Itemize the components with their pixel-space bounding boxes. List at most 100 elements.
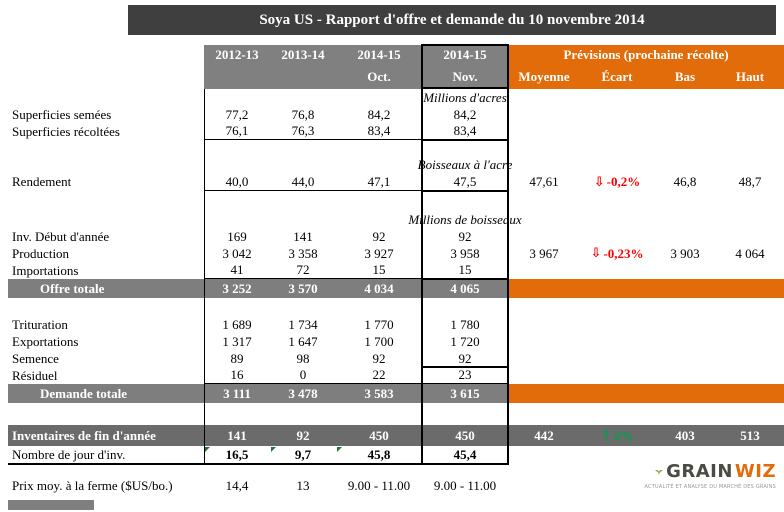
table-row: Semence 89 98 92 92 — [8, 350, 784, 367]
prev-haut-cell: 4 064 — [716, 245, 784, 262]
value-cell: 45,8 — [336, 446, 422, 465]
table-row: Rendement 40,0 44,0 47,1 47,5 47,61 ⇩ -0,2% 46,8… — [8, 173, 784, 191]
row-label: Demande totale — [8, 384, 204, 403]
prev-empty-cell — [716, 279, 784, 298]
col-header-2014-15-oct-year: 2014-15 — [336, 45, 422, 65]
prev-moyenne: 3 967 — [529, 245, 559, 261]
row-label: Trituration — [12, 316, 68, 332]
value-text: 14,4 — [225, 477, 249, 493]
empty-cell — [336, 156, 422, 173]
prev-empty-cell — [654, 279, 716, 298]
value-text: 3 583 — [364, 385, 394, 401]
value-cell: 15 — [422, 262, 508, 279]
prev-empty-cell — [716, 106, 784, 123]
value-cell: 141 — [270, 228, 336, 245]
table-row: Trituration 1 689 1 734 1 770 1 780 — [8, 316, 784, 333]
value-text: 16,5 — [225, 446, 249, 462]
prev-moyenne: 442 — [534, 427, 554, 443]
sprout-icon — [655, 469, 664, 476]
prev-empty-cell — [580, 228, 654, 245]
value-cell: 141 — [204, 425, 270, 446]
value-cell: 3 958 — [422, 245, 508, 262]
prev-bas-cell: 46,8 — [654, 173, 716, 191]
value-text: 3 358 — [288, 245, 318, 261]
value-cell: 3 615 — [422, 384, 508, 403]
empty-cell — [270, 156, 336, 173]
value-cell: 450 — [422, 425, 508, 446]
value-text: 92 — [296, 427, 310, 443]
value-text: 98 — [296, 350, 310, 366]
value-text: 450 — [369, 427, 389, 443]
value-cell: 3 927 — [336, 245, 422, 262]
header-row-years: 2012-13 2013-14 2014-15 2014-15 Prévisio… — [8, 45, 784, 65]
value-cell: 45,4 — [422, 446, 508, 465]
value-text: 3 958 — [450, 245, 480, 261]
empty-cell — [654, 211, 716, 228]
table-row: Importations 41 72 15 15 — [8, 262, 784, 279]
value-text: 84,2 — [367, 106, 391, 122]
value-text: 3 615 — [450, 385, 480, 401]
row-label: Nombre de jour d'inv. — [8, 446, 204, 465]
value-cell: 3 478 — [270, 384, 336, 403]
unit-note-cell: Millions d'acres — [422, 89, 508, 106]
value-cell: 1 700 — [336, 333, 422, 350]
value-text: 23 — [458, 367, 472, 382]
value-text: 44,0 — [291, 173, 315, 189]
value-text: 169 — [227, 228, 247, 244]
value-cell: 16,5 — [204, 446, 270, 465]
value-text: 92 — [458, 228, 472, 244]
comment-flag-icon — [337, 447, 342, 452]
prev-haut: 48,7 — [738, 174, 762, 189]
value-text: 1 780 — [450, 316, 480, 332]
table-body: Millions d'acres Superficies semées 77,2 76… — [8, 89, 784, 494]
value-cell: 92 — [270, 425, 336, 446]
trend-up-arrow-icon: ⇧ — [600, 428, 612, 443]
prev-empty-cell — [716, 367, 784, 384]
table-row: Demande totale 3 111 3 478 3 583 3 615 — [8, 384, 784, 403]
prev-empty-cell — [508, 123, 580, 140]
prev-haut-cell: 48,7 — [716, 173, 784, 191]
unit-note-row: Boisseaux à l'acre — [8, 156, 784, 173]
row-label: Inv. Début d'année — [12, 228, 110, 244]
value-cell: 76,3 — [270, 123, 336, 140]
prev-empty-cell — [580, 262, 654, 279]
table-row: Prix moy. à la ferme ($US/bo.) 14,4 13 9.00… — [8, 477, 784, 494]
value-text: 4 034 — [364, 280, 394, 296]
value-cell: 9,7 — [270, 446, 336, 465]
empty-cell — [654, 89, 716, 106]
prev-empty-cell — [716, 228, 784, 245]
row-label: Offre totale — [8, 279, 204, 298]
empty-cell — [716, 211, 784, 228]
value-cell: 76,1 — [204, 123, 270, 140]
prev-empty-cell — [508, 367, 580, 384]
value-cell: 4 065 — [422, 279, 508, 298]
empty-cell — [270, 211, 336, 228]
prev-empty-cell — [580, 350, 654, 367]
row-label: Prix moy. à la ferme ($US/bo.) — [12, 477, 173, 493]
value-cell: 1 317 — [204, 333, 270, 350]
col-header-nov: Nov. — [422, 65, 508, 89]
prev-bas: 403 — [675, 427, 695, 443]
prev-empty-cell — [716, 262, 784, 279]
prev-bas: 3 903 — [670, 245, 700, 261]
table-row: Exportations 1 317 1 647 1 700 1 720 — [8, 333, 784, 350]
value-cell: 3 252 — [204, 279, 270, 298]
value-cell: 92 — [336, 228, 422, 245]
table-row: Inventaires de fin d'année 141 92 450 450 442… — [8, 425, 784, 446]
spacer-row — [8, 140, 784, 156]
value-cell: 450 — [336, 425, 422, 446]
report-title: Soya US - Rapport d'offre et demande du … — [128, 5, 776, 35]
value-cell: 89 — [204, 350, 270, 367]
value-text: 16 — [230, 367, 244, 382]
prev-empty-cell — [654, 384, 716, 403]
value-cell: 23 — [422, 367, 508, 384]
value-cell: 13 — [270, 477, 336, 494]
empty-cell — [204, 89, 270, 106]
logo-grain-text: GRAIN — [666, 461, 733, 482]
table-row: Inv. Début d'année 169 141 92 92 — [8, 228, 784, 245]
value-cell: 22 — [336, 367, 422, 384]
value-text: 1 734 — [288, 316, 318, 332]
logo-tagline: ACTUALITÉ ET ANALYSE DU MARCHÉ DES GRAIN… — [644, 484, 776, 490]
value-text: 141 — [227, 427, 247, 443]
prev-empty-cell — [508, 279, 580, 298]
